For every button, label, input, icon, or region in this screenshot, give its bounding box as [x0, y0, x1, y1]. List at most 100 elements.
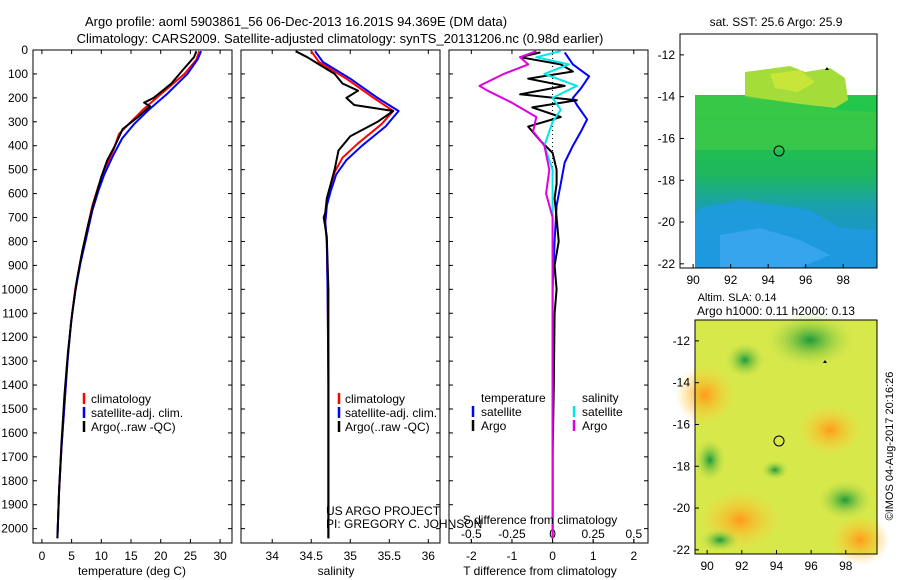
- sla-panel-title-line1: Altim. SLA: 0.14: [698, 292, 777, 304]
- sla-argo-marker: [773, 435, 785, 447]
- legend-label-argo: Argo(..raw -QC): [345, 420, 430, 434]
- temperature-axis-label: temperature (deg C): [78, 564, 186, 578]
- imos-stamp: ©IMOS 04-Aug-2017 20:16:26: [884, 372, 896, 521]
- salinity-axis-label: salinity: [318, 564, 355, 578]
- project-credit: US ARGO PROJECT: [326, 504, 441, 518]
- x-tick-label: 0: [549, 549, 556, 563]
- x-tick-label: -1: [507, 549, 518, 563]
- pi-credit: PI: GREGORY C. JOHNSON: [326, 517, 482, 531]
- salinity-series: [295, 50, 400, 539]
- depth-tick-label: 700: [8, 211, 28, 225]
- x-tick-label: 35: [344, 549, 358, 563]
- depth-tick-label: 1700: [1, 450, 28, 464]
- temperature-series: [56, 50, 203, 539]
- legend-label-s-argo: Argo: [582, 419, 608, 433]
- x-tick-label: 2: [630, 549, 637, 563]
- x-tick-label: 34: [266, 549, 280, 563]
- map-y-tick-label: -12: [673, 334, 691, 348]
- x-tick-label: 15: [124, 549, 138, 563]
- sst-island-marker: [825, 67, 829, 70]
- depth-tick-label: 1900: [1, 498, 28, 512]
- depth-tick-label: 1300: [1, 354, 28, 368]
- map-x-tick-label: 98: [839, 559, 853, 573]
- map-y-tick-label: -12: [658, 48, 676, 62]
- legend-label-argo: Argo(..raw -QC): [91, 420, 176, 434]
- map-y-tick-label: -22: [658, 257, 676, 271]
- sla-low-4: [817, 480, 873, 520]
- map-x-tick-label: 90: [700, 559, 714, 573]
- sst-greenband: [695, 96, 877, 150]
- figure-title-line2: Climatology: CARS2009. Satellite-adjuste…: [77, 31, 604, 46]
- x-tick-label: 5: [68, 549, 75, 563]
- x-tick-label: 1: [590, 549, 597, 563]
- x-tick-label: -0.25: [498, 527, 526, 541]
- sla-low-2: [725, 342, 765, 378]
- s-difference-x-axis: -0.5-0.2500.250.5: [461, 527, 642, 543]
- legend-label-climatology: climatology: [345, 392, 405, 406]
- sla-high-4: [830, 515, 890, 565]
- depth-tick-label: 2000: [1, 522, 28, 536]
- sst-argo-marker: [773, 145, 785, 157]
- sst-cool-patch-2: [720, 228, 830, 268]
- map-y-tick-label: -20: [658, 215, 676, 229]
- depth-tick-label: 1000: [1, 282, 28, 296]
- depth-tick-label: 900: [8, 258, 28, 272]
- t-difference-axis-label: T difference from climatology: [463, 564, 617, 578]
- legend-label-satellite: satellite-adj. clim.: [91, 406, 183, 420]
- x-tick-label: 0.25: [581, 527, 605, 541]
- x-tick-label: -2: [466, 549, 477, 563]
- depth-tick-label: 500: [8, 163, 28, 177]
- depth-tick-label: 1200: [1, 330, 28, 344]
- legend-label-t-satellite: satellite: [481, 405, 522, 419]
- map-y-tick-label: -18: [673, 459, 691, 473]
- map-x-tick-label: 96: [799, 273, 813, 287]
- sla-low-3: [694, 438, 726, 482]
- map-x-tick-label: 94: [770, 559, 784, 573]
- map-y-tick-label: -16: [673, 417, 691, 431]
- map-x-tick-label: 98: [837, 273, 851, 287]
- x-tick-label: 35.5: [378, 549, 402, 563]
- sla-low-1: [765, 312, 855, 368]
- map-x-tick-label: 90: [686, 273, 700, 287]
- depth-tick-label: 200: [8, 91, 28, 105]
- sla-high-3: [798, 405, 862, 455]
- depth-tick-label: 300: [8, 115, 28, 129]
- map-y-tick-label: -20: [673, 501, 691, 515]
- depth-tick-label: 1500: [1, 402, 28, 416]
- sst-axes: -12 -14 -16 -18 -20 -22 90 92 94 96 98: [658, 48, 851, 287]
- depth-tick-label: 0: [21, 43, 28, 57]
- temperature-legend: climatology satellite-adj. clim. Argo(..…: [82, 392, 183, 434]
- depth-tick-label: 1800: [1, 474, 28, 488]
- difference-legend: temperature satellite Argo salinity sate…: [471, 391, 623, 433]
- x-tick-label: 20: [154, 549, 168, 563]
- legend-label-s-satellite: satellite: [582, 405, 623, 419]
- temperature-x-axis: 0 5 10 15 20 25 30: [39, 50, 227, 563]
- map-x-tick-label: 92: [724, 273, 738, 287]
- depth-tick-label: 800: [8, 234, 28, 248]
- figure-title-line1: Argo profile: aoml 5903861_56 06-Dec-201…: [85, 14, 507, 29]
- series-line-climatology: [310, 50, 395, 539]
- sla-high-1: [675, 365, 735, 425]
- x-tick-label: 36: [422, 549, 436, 563]
- salinity-legend: climatology satellite-adj. clim. Argo(..…: [337, 392, 437, 434]
- depth-tick-label: 1100: [2, 306, 28, 320]
- depth-tick-label: 1600: [1, 426, 28, 440]
- sla-map-frame: [694, 319, 878, 555]
- x-tick-label: 30: [213, 549, 227, 563]
- salinity-x-axis: 34 34.5 35 35.5 36: [266, 50, 436, 563]
- sst-map-frame: [679, 33, 878, 269]
- map-x-tick-label: 92: [735, 559, 749, 573]
- map-x-tick-label: 94: [762, 273, 776, 287]
- map-y-tick-label: -22: [673, 543, 691, 557]
- x-tick-label: 10: [95, 549, 109, 563]
- difference-series: [478, 50, 591, 539]
- series-line-t-argo: [519, 51, 578, 539]
- series-line-t-satellite: [551, 51, 591, 539]
- x-tick-label: 0.5: [625, 527, 642, 541]
- x-tick-label: 0: [39, 549, 46, 563]
- depth-tick-label: 1400: [1, 378, 28, 392]
- difference-panel-frame: [448, 49, 649, 544]
- sla-axes: -12 -14 -16 -18 -20 -22 90 92 94 96 98: [673, 334, 853, 573]
